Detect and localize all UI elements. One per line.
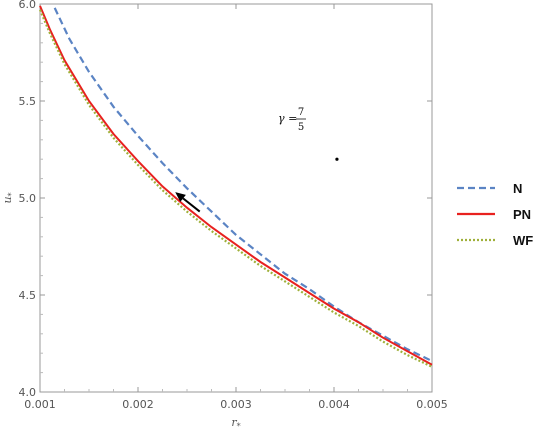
y-axis-label: u* (1, 192, 16, 203)
series-line-wf (38, 9, 433, 368)
series-line-pn (39, 5, 433, 366)
legend-label-pn: PN (513, 207, 531, 222)
gamma-denominator: 5 (298, 122, 304, 133)
series-lines (38, 5, 433, 368)
gamma-numerator: 7 (298, 107, 304, 118)
legend-label-n: N (513, 181, 522, 196)
plot-frame (39, 3, 433, 393)
x-tick-label: 0.005 (416, 398, 448, 411)
direction-arrow-shaft (182, 197, 201, 213)
x-tick-label: 0.001 (24, 398, 56, 411)
legend: N PN WF (457, 181, 533, 248)
annotations: γ = 7 5 (175, 107, 339, 213)
series-line-n (53, 7, 433, 362)
direction-arrow-head (175, 192, 186, 202)
axis-ticks: 0.001 0.002 0.003 0.004 0.005 4.0 4.5 5.0 5.5 6.0 (19, 0, 448, 411)
gamma-label: γ = (278, 112, 297, 125)
y-tick-label: 5.5 (19, 95, 37, 108)
x-tick-label: 0.002 (122, 398, 154, 411)
y-tick-label: 5.0 (19, 192, 37, 205)
legend-label-wf: WF (513, 233, 533, 248)
y-tick-label: 4.0 (19, 386, 37, 399)
y-tick-label: 6.0 (19, 0, 37, 11)
x-axis-label: r* (231, 416, 240, 431)
annotation-point (335, 157, 339, 161)
y-tick-label: 4.5 (19, 289, 37, 302)
x-tick-label: 0.003 (220, 398, 252, 411)
x-tick-label: 0.004 (318, 398, 350, 411)
